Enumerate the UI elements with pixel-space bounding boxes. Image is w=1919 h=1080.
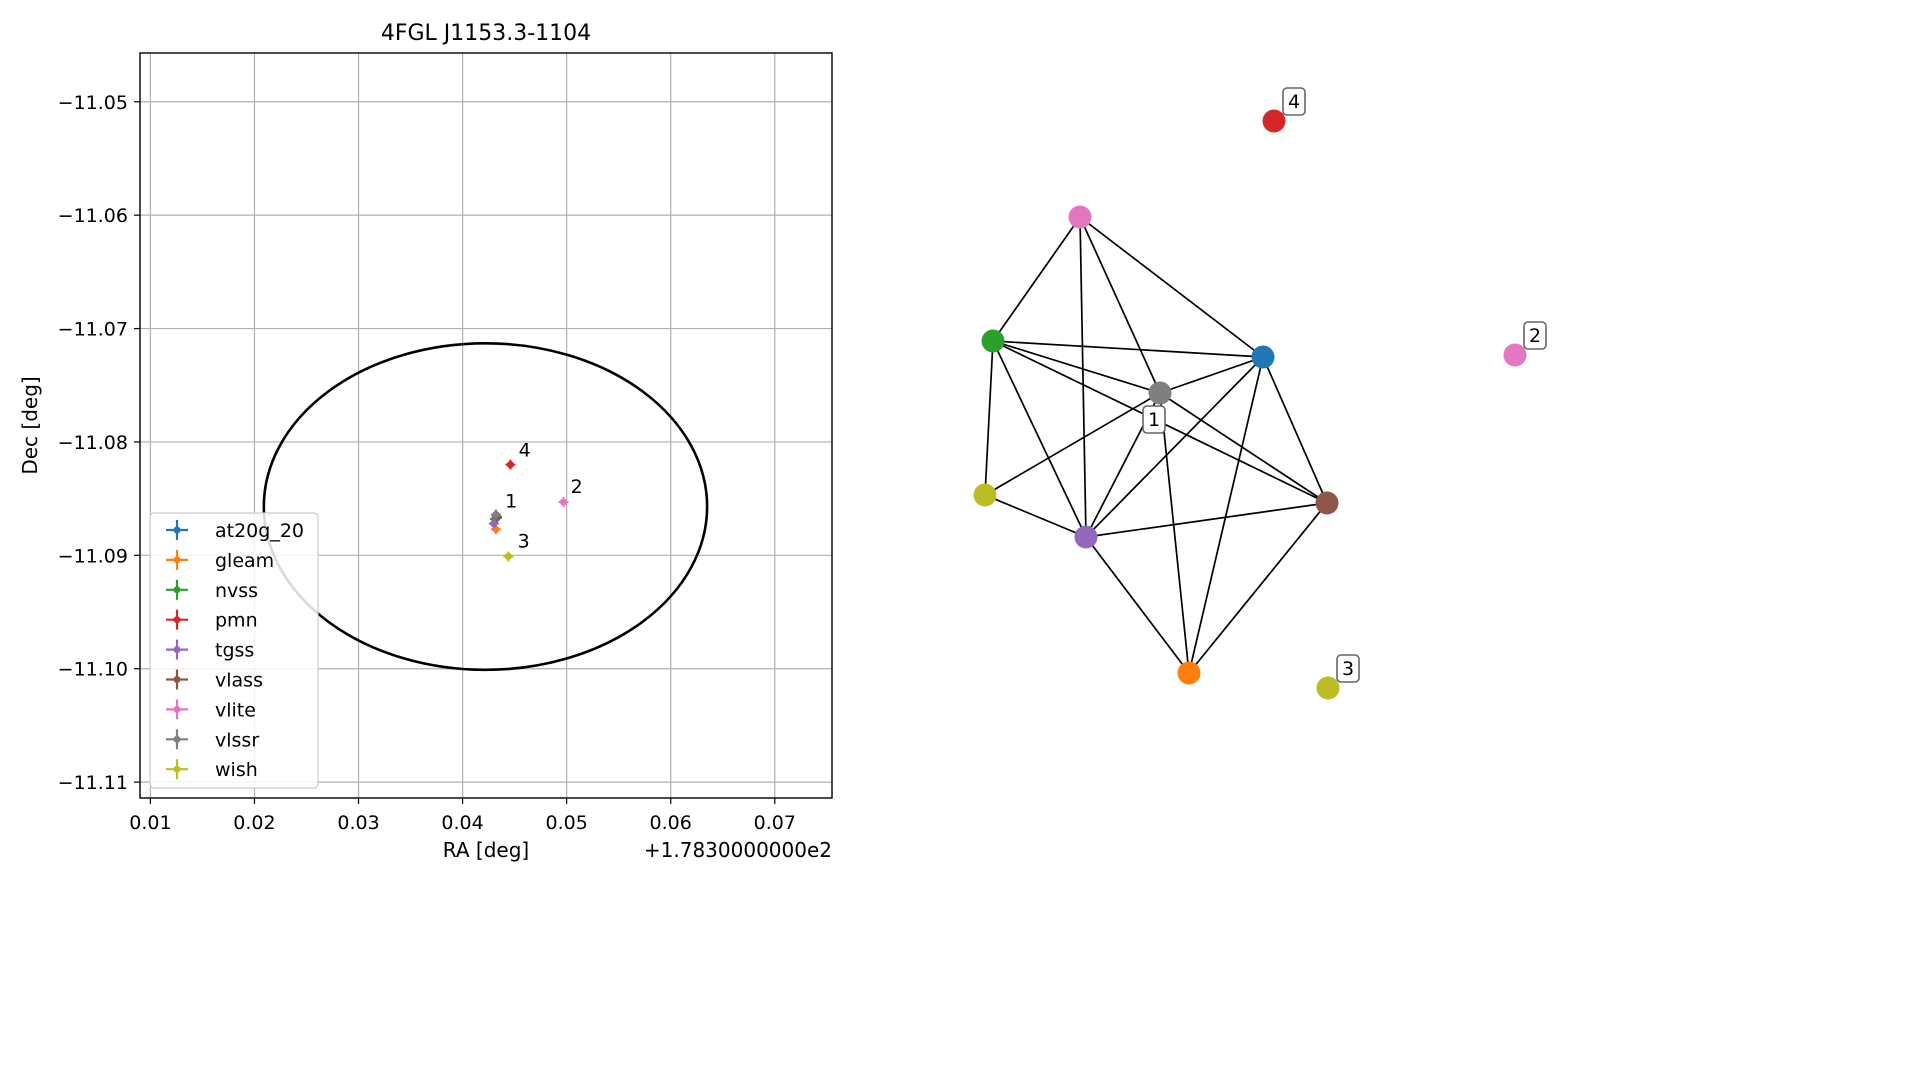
x-tick-label: 0.07 <box>754 812 796 834</box>
node-label-box <box>1336 654 1360 683</box>
node-label: 1 <box>1148 409 1160 431</box>
node-gleam <box>1177 661 1201 685</box>
node-label: 4 <box>1288 91 1300 113</box>
edge-gleam-vlass <box>1188 502 1328 674</box>
point-label: 4 <box>519 440 531 462</box>
point-labels-layer: 1 2 3 4 <box>505 440 583 553</box>
y-tick-label: −11.08 <box>58 432 128 454</box>
y-axis-label: Dec [deg] <box>18 376 42 474</box>
x-axis-offset-label: +1.7830000000e2 <box>644 838 832 862</box>
legend-box <box>149 512 319 789</box>
x-tick-label: 0.04 <box>441 812 483 834</box>
legend-label-pmn: pmn <box>215 610 258 632</box>
y-tick-label: −11.10 <box>58 659 128 681</box>
legend-label-nvss: nvss <box>215 580 258 602</box>
point-pmn <box>506 461 515 469</box>
point-wish <box>504 552 512 561</box>
x-tick-label: 0.01 <box>129 812 171 834</box>
uncertainty-ellipse <box>262 341 709 672</box>
edge-tgss-vlass <box>1085 502 1328 538</box>
edge-wish-tgss <box>984 494 1087 538</box>
legend-label-vlssr: vlssr <box>215 729 259 751</box>
source-network-graph: 1 2 3 4 <box>973 87 1547 700</box>
ticks-layer: 0.01 0.02 0.03 0.04 0.05 0.06 0.07 −11.05 −11.06… <box>58 92 796 834</box>
legend-marker-pmn <box>173 616 181 624</box>
x-tick-label: 0.05 <box>545 812 587 834</box>
y-tick-label: −11.05 <box>58 92 128 114</box>
edge-vlssr-wish <box>984 392 1161 496</box>
network-edges <box>984 216 1328 674</box>
x-tick-label: 0.06 <box>650 812 692 834</box>
edge-nvss-at20g_20 <box>992 340 1264 358</box>
node-label-box <box>1523 321 1547 350</box>
node-label: 3 <box>1342 658 1354 680</box>
y-tick-label: −11.11 <box>58 772 128 794</box>
legend-marker-wish <box>173 765 181 773</box>
edge-nvss-wish <box>984 340 994 496</box>
legend-marker-vlite <box>173 705 181 713</box>
node-tgss <box>1074 525 1098 549</box>
point-tgss <box>490 519 498 528</box>
points-layer <box>488 459 569 562</box>
point-vlssr <box>492 510 500 519</box>
edge-vlssr-vlass <box>1159 392 1328 504</box>
legend-label-tgss: tgss <box>215 640 254 662</box>
edge-vlite-at20g_20 <box>1079 216 1264 358</box>
x-tick-label: 0.03 <box>337 812 379 834</box>
edge-at20g_20-tgss <box>1085 356 1264 538</box>
edge-tgss-gleam <box>1085 536 1190 674</box>
legend-marker-nvss <box>173 586 181 594</box>
network-nodes <box>973 109 1527 700</box>
edge-nvss-tgss <box>992 340 1087 538</box>
node-vlite_2 <box>1503 343 1527 367</box>
source-position-chart: 1 2 3 4 0.01 0.02 0.03 0.04 0.05 0.06 0.07 −11.05 −… <box>18 21 833 862</box>
legend-label-wish: wish <box>215 759 258 781</box>
node-pmn_4 <box>1262 109 1286 133</box>
edge-vlite-tgss <box>1079 216 1087 538</box>
node-nvss <box>981 329 1005 353</box>
edge-at20g_20-vlssr <box>1159 356 1264 394</box>
edge-at20g_20-vlass <box>1262 356 1328 504</box>
legend-label-vlite: vlite <box>215 699 256 721</box>
x-axis-label: RA [deg] <box>443 838 529 862</box>
legend-marker-at20g_20 <box>173 526 181 534</box>
legend-marker-gleam <box>173 556 181 564</box>
y-tick-label: −11.07 <box>58 319 128 341</box>
x-tick-label: 0.02 <box>233 812 275 834</box>
edge-vlite-nvss <box>992 216 1081 342</box>
legend-label-gleam: gleam <box>215 550 274 572</box>
node-at20g_20 <box>1251 345 1275 369</box>
point-label: 1 <box>505 491 517 513</box>
edge-vlssr-gleam <box>1159 392 1190 674</box>
legend-label-at20g_20: at20g_20 <box>215 520 304 542</box>
uncertainty-ellipse-layer <box>262 341 709 672</box>
axes-frame <box>139 52 833 799</box>
chart-title: 4FGL J1153.3-1104 <box>381 21 591 46</box>
node-wish <box>973 483 997 507</box>
legend-marker-vlssr <box>173 735 181 743</box>
node-label: 2 <box>1529 325 1541 347</box>
network-node-labels: 1 2 3 4 <box>1142 87 1547 683</box>
legend-marker-vlass <box>173 676 181 683</box>
y-tick-label: −11.06 <box>58 205 128 227</box>
node-vlssr <box>1148 381 1172 405</box>
edge-vlite-vlssr <box>1079 216 1161 394</box>
node-vlass <box>1315 491 1339 515</box>
point-vlite <box>559 498 568 506</box>
point-label: 2 <box>571 476 583 498</box>
edge-nvss-vlssr <box>992 340 1161 394</box>
legend-label-vlass: vlass <box>215 670 263 692</box>
node-label-box <box>1282 87 1306 116</box>
node-label-box <box>1142 405 1166 434</box>
node-wish_3 <box>1316 676 1340 700</box>
point-label: 3 <box>518 530 530 552</box>
y-tick-label: −11.09 <box>58 545 128 567</box>
legend-marker-tgss <box>173 646 181 654</box>
edge-at20g_20-gleam <box>1188 356 1264 674</box>
node-vlite <box>1068 205 1092 229</box>
